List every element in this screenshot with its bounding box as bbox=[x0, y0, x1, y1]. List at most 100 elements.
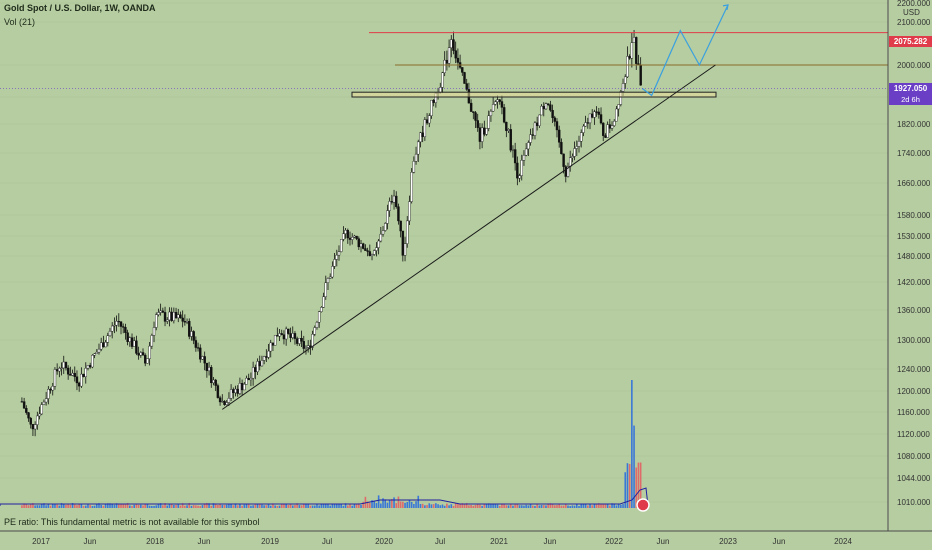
candle-body bbox=[357, 238, 361, 248]
volume-bar bbox=[305, 503, 307, 508]
volume-bar bbox=[571, 505, 574, 508]
candle-body bbox=[51, 386, 54, 391]
candle-body bbox=[170, 311, 173, 321]
volume-bar bbox=[122, 503, 125, 508]
volume-bar bbox=[67, 503, 69, 508]
candle-body bbox=[428, 115, 431, 124]
volume-bar bbox=[269, 505, 272, 508]
earnings-event-marker bbox=[636, 498, 650, 512]
volume-bar bbox=[587, 505, 589, 508]
candle-body bbox=[119, 321, 123, 327]
candle-body bbox=[379, 233, 383, 242]
price-axis[interactable]: 2200.0002100.0002000.0001900.0001820.000… bbox=[887, 0, 932, 531]
volume-bar bbox=[263, 505, 265, 508]
volume-legend[interactable]: Vol (21) bbox=[4, 17, 36, 27]
symbol-title[interactable]: Gold Spot / U.S. Dollar, 1W, OANDA bbox=[4, 3, 156, 13]
volume-bar bbox=[294, 504, 296, 508]
candle-body bbox=[423, 119, 427, 137]
volume-bar bbox=[432, 504, 435, 508]
candle-body bbox=[62, 361, 65, 369]
grid-lines bbox=[0, 2, 888, 503]
time-tick-label: 2017 bbox=[32, 537, 50, 546]
candle-body bbox=[535, 122, 539, 126]
volume-bar bbox=[25, 503, 28, 508]
candle-body bbox=[339, 239, 343, 252]
volume-bar bbox=[591, 505, 594, 508]
volume-bar bbox=[184, 505, 186, 508]
time-axis[interactable]: 2017 Jun 2018 Jun 2019 Jul 2020 Jul 2021 Jun 2022 J… bbox=[0, 530, 932, 546]
candle-body bbox=[626, 56, 629, 78]
volume-bar bbox=[250, 505, 252, 508]
volume-bar bbox=[441, 504, 444, 508]
volume-bar bbox=[43, 503, 45, 508]
volume-bar bbox=[461, 503, 464, 508]
candle-body bbox=[472, 111, 475, 113]
candle-body bbox=[346, 229, 350, 239]
candle-body bbox=[293, 333, 297, 339]
volume-bar bbox=[201, 505, 204, 508]
candle-body bbox=[555, 121, 559, 131]
candle-body bbox=[403, 243, 407, 256]
volume-bar bbox=[157, 504, 160, 508]
candle-body bbox=[238, 382, 242, 394]
volume-bar bbox=[76, 505, 78, 508]
volume-bar bbox=[239, 503, 241, 508]
candle-body bbox=[610, 125, 614, 129]
candle-body bbox=[599, 114, 603, 124]
candle-body bbox=[73, 372, 76, 377]
candle-body bbox=[480, 127, 484, 142]
candle-body bbox=[66, 367, 70, 375]
candle-body bbox=[370, 254, 374, 256]
volume-bar bbox=[153, 505, 155, 508]
candle-body bbox=[560, 142, 563, 155]
candle-body bbox=[291, 333, 294, 338]
volume-bar bbox=[595, 504, 598, 508]
candle-body bbox=[397, 206, 400, 222]
volume-bar bbox=[631, 380, 633, 508]
candle-body bbox=[232, 389, 235, 394]
volume-bar bbox=[272, 503, 274, 508]
volume-bar bbox=[265, 505, 268, 508]
candle-body bbox=[491, 104, 495, 112]
volume-bar bbox=[487, 503, 490, 508]
volume-bar bbox=[320, 504, 323, 508]
candle-body bbox=[441, 72, 444, 88]
volume-bar bbox=[576, 504, 578, 508]
volume-bar bbox=[236, 505, 239, 508]
volume-bar bbox=[115, 503, 118, 508]
volume-bar bbox=[505, 505, 508, 508]
candle-body bbox=[298, 338, 301, 344]
candle-body bbox=[311, 334, 314, 348]
candle-body bbox=[40, 404, 43, 415]
candle-body bbox=[628, 56, 631, 59]
candle-body bbox=[489, 110, 493, 116]
volume-bar bbox=[313, 505, 316, 508]
volume-bar bbox=[267, 503, 270, 508]
candle-body bbox=[36, 415, 39, 425]
candle-body bbox=[326, 278, 330, 283]
candle-body bbox=[511, 149, 515, 151]
price-tick-label: 1530.000 bbox=[897, 232, 931, 241]
candle-body bbox=[99, 342, 103, 350]
volume-bar bbox=[51, 504, 54, 508]
volume-bar bbox=[481, 505, 483, 508]
candle-body bbox=[342, 233, 345, 240]
candle-body bbox=[135, 340, 138, 354]
candle-body bbox=[582, 125, 585, 133]
volume-bar bbox=[366, 501, 369, 508]
volume-bar bbox=[80, 503, 83, 508]
volume-bar bbox=[91, 505, 94, 508]
candle-body bbox=[227, 398, 231, 403]
candle-body bbox=[280, 333, 283, 335]
candle-body bbox=[304, 347, 308, 349]
volume-bar bbox=[102, 505, 105, 508]
candle-body bbox=[608, 124, 612, 129]
volume-bar bbox=[439, 505, 442, 508]
volume-bar bbox=[98, 503, 100, 508]
drawing-layer[interactable] bbox=[0, 4, 888, 410]
candle-body bbox=[110, 325, 114, 332]
volume-bar bbox=[247, 503, 250, 508]
candle-body bbox=[375, 247, 378, 251]
price-tick-label: 1360.000 bbox=[897, 306, 931, 315]
